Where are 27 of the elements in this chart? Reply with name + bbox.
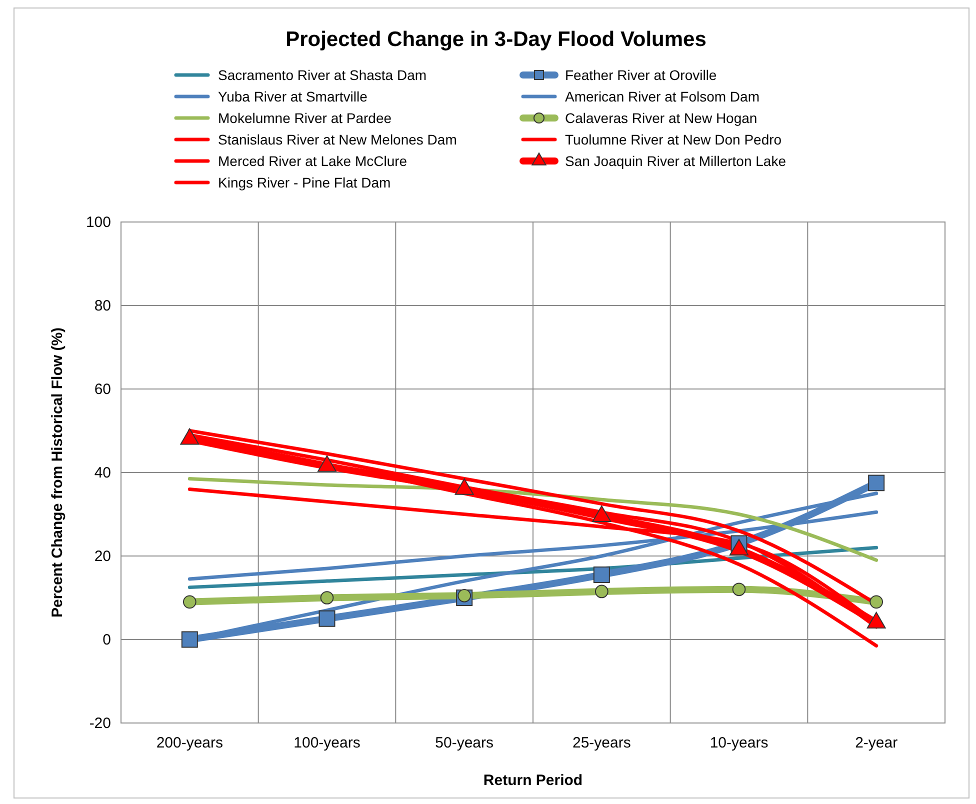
x-tick-label: 100-years <box>294 734 360 752</box>
y-tick-label: 100 <box>86 214 111 231</box>
legend-label: San Joaquin River at Millerton Lake <box>565 153 786 169</box>
legend-label: Tuolumne River at New Don Pedro <box>565 132 782 148</box>
x-tick-label: 25-years <box>572 734 631 752</box>
x-tick-label: 200-years <box>156 734 224 752</box>
legend-label: Sacramento River at Shasta Dam <box>218 67 427 83</box>
x-axis-title: Return Period <box>483 772 583 789</box>
x-tick-label: 10-years <box>710 734 768 752</box>
y-tick-label: 60 <box>94 380 111 398</box>
x-tick-label: 50-years <box>435 734 494 752</box>
x-tick-label: 2-year <box>855 734 898 752</box>
y-axis-title: Percent Change from Historical Flow (%) <box>49 327 66 618</box>
y-tick-label: -20 <box>89 714 111 732</box>
legend-label: Calaveras River at New Hogan <box>565 110 758 126</box>
y-tick-label: 20 <box>94 548 111 565</box>
legend-label: Kings River - Pine Flat Dam <box>218 174 391 190</box>
y-tick-label: 80 <box>94 297 111 314</box>
legend-label: Yuba River at Smartville <box>218 88 368 104</box>
y-tick-label: 40 <box>94 464 111 482</box>
legend-label: Mokelumne River at Pardee <box>218 110 392 126</box>
y-tick-label: 0 <box>102 631 111 648</box>
chart-title: Projected Change in 3-Day Flood Volumes <box>286 28 706 51</box>
legend-label: Feather River at Oroville <box>565 67 717 83</box>
legend-label: Merced River at Lake McClure <box>218 153 408 169</box>
legend-label: American River at Folsom Dam <box>565 88 760 104</box>
legend-label: Stanislaus River at New Melones Dam <box>218 132 457 148</box>
